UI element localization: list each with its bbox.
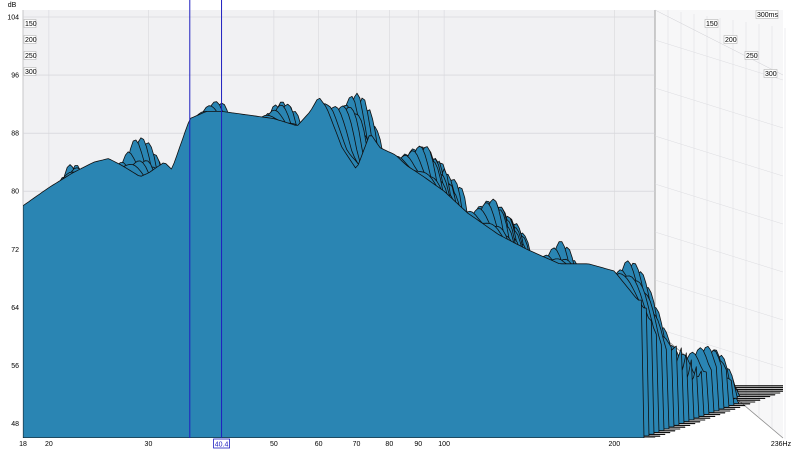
side-grid-h-1 (654, 87, 784, 129)
side-grid-h-5 (654, 279, 784, 321)
y-tick-label: 72 (11, 247, 19, 254)
side-grid-h-4 (654, 231, 784, 273)
axes: dB 104 96 88 80 72 64 56 48 18 20 30 50 60 70 80 90 100 20… (7, 2, 791, 448)
x-tick-label: 60 (315, 441, 323, 448)
y-tick-label: 88 (11, 131, 19, 138)
x-tick-label: 80 (385, 441, 393, 448)
x-tick-label: 30 (145, 441, 153, 448)
x-tick-label: 50 (270, 441, 278, 448)
x-end-label: 236Hz (771, 441, 792, 448)
x-tick-label: 18 (19, 441, 27, 448)
x-tick-label: 200 (609, 441, 621, 448)
y-unit-label: dB (8, 2, 17, 9)
y-tick-label: 104 (7, 15, 19, 22)
x-tick-label: 70 (353, 441, 361, 448)
side-wall (655, 10, 783, 438)
side-diag (654, 9, 784, 76)
time-end-box (755, 10, 779, 19)
time-tick-box (744, 51, 759, 60)
time-tick-box (23, 35, 37, 44)
time-tick-box (23, 51, 37, 60)
time-tick-right: 300 (765, 71, 777, 78)
x-tick-label: 100 (438, 441, 450, 448)
time-end-label: 300ms (757, 12, 779, 19)
x-tick-label: 20 (45, 441, 53, 448)
side-grid-h-6 (654, 327, 784, 369)
time-tick-left: 250 (25, 53, 37, 60)
time-tick-box (723, 35, 738, 44)
time-tick-left: 150 (25, 21, 37, 28)
side-grid-h-3 (654, 183, 784, 225)
time-tick-box (23, 67, 37, 76)
cursor-lines: 40.4 (189, 0, 230, 449)
x-tick-label: 90 (414, 441, 422, 448)
waterfall-slice (23, 97, 656, 438)
time-tick-left: 200 (25, 37, 37, 44)
y-tick-label: 80 (11, 189, 19, 196)
time-tick-right: 200 (725, 37, 737, 44)
cursor-readout-box (213, 438, 230, 449)
y-tick-label: 56 (11, 363, 19, 370)
y-tick-label: 48 (11, 421, 19, 428)
side-grid-h-0 (654, 39, 784, 81)
waterfall-slices (23, 92, 783, 438)
time-tick-box (763, 69, 778, 78)
time-tick-right: 150 (706, 21, 718, 28)
time-tick-box (704, 19, 719, 28)
y-tick-label: 64 (11, 305, 19, 312)
time-tick-box (23, 19, 37, 28)
time-tick-left: 300 (25, 69, 37, 76)
cursor-readout: 40.4 (215, 442, 229, 449)
time-tick-right: 250 (746, 53, 758, 60)
y-tick-label: 96 (11, 73, 19, 80)
side-grid-h-2 (654, 135, 784, 177)
